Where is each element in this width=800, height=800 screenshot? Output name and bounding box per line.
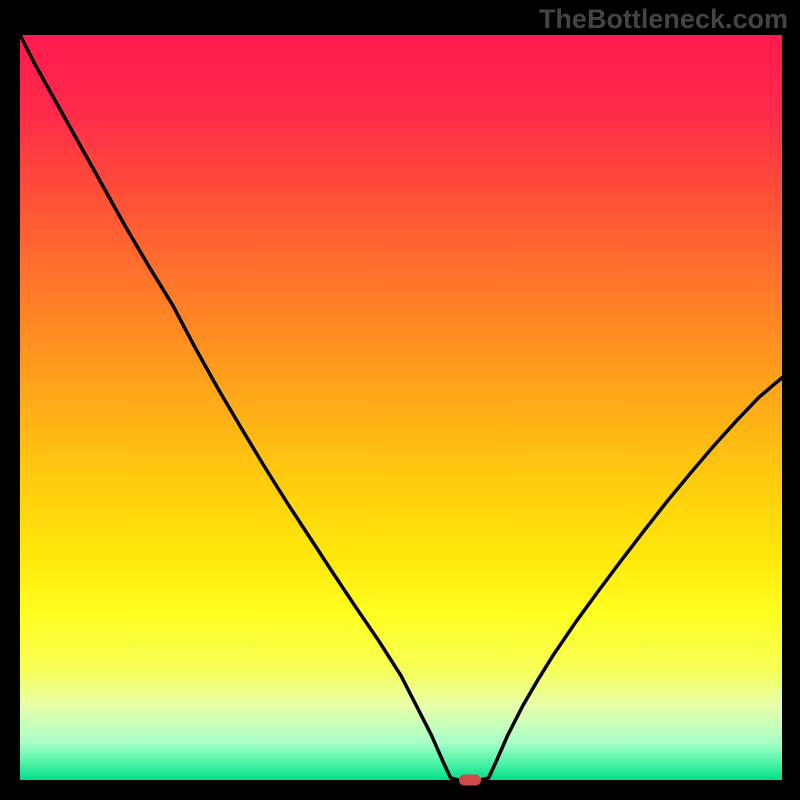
watermark-text: TheBottleneck.com <box>539 4 788 35</box>
curve-layer <box>20 35 782 780</box>
plot-area <box>20 35 782 780</box>
chart-container: TheBottleneck.com <box>0 0 800 800</box>
optimum-marker <box>459 775 481 786</box>
bottleneck-curve <box>20 35 782 780</box>
